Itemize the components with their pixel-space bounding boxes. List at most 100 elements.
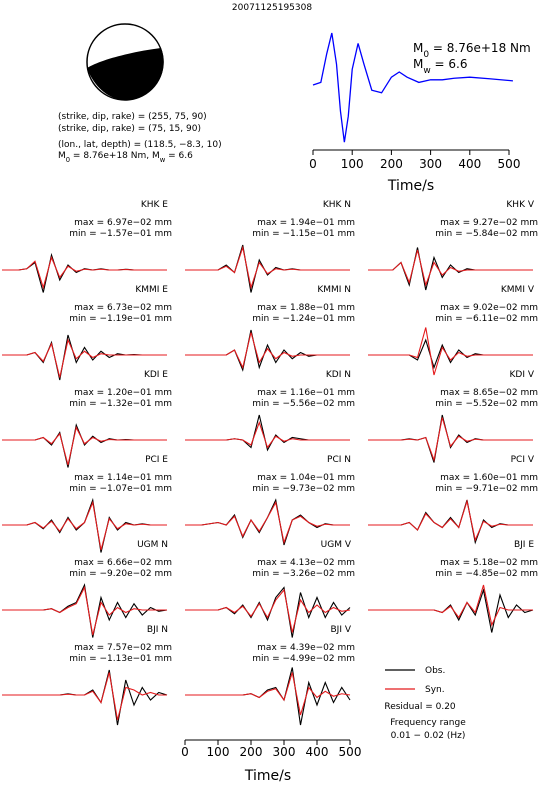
- station-name: KHK E: [141, 200, 168, 210]
- legend-label: Syn.: [425, 685, 445, 695]
- waveform: [2, 423, 167, 468]
- min-label: min = −5.84e−02 mm: [435, 229, 538, 239]
- x-axis-label: Time/s: [387, 178, 434, 194]
- waveform: [2, 585, 167, 636]
- station-name: PCI E: [145, 455, 168, 465]
- waveform: [2, 425, 167, 466]
- mechanism-text: (strike, dip, rake) = (75, 15, 90): [58, 124, 201, 134]
- max-label: max = 8.65e−02 mm: [440, 388, 538, 398]
- min-label: min = −1.32e−01 mm: [69, 399, 172, 409]
- waveform: [368, 327, 533, 376]
- annotation-part: M: [413, 41, 423, 55]
- max-label: max = 1.60e−01 mm: [440, 473, 538, 483]
- min-label: min = −4.85e−02 mm: [435, 569, 538, 579]
- station-name: KMMI N: [317, 285, 351, 295]
- waveform: [2, 672, 167, 721]
- stf-line: [312, 32, 513, 143]
- station-name: KDI N: [326, 370, 351, 380]
- x-tick-label: 0: [309, 157, 317, 171]
- x-tick-label: 500: [498, 157, 521, 171]
- waveform: [185, 245, 350, 290]
- note: Residual = 0.20: [384, 702, 456, 712]
- annotation: M0 = 8.76e+18 Nm: [413, 41, 531, 60]
- waveform: [185, 420, 350, 449]
- waveform: [185, 672, 351, 716]
- x-tick-label: 100: [341, 157, 364, 171]
- max-label: max = 9.02e−02 mm: [440, 303, 538, 313]
- station-name: UGM V: [321, 540, 352, 550]
- waveform: [368, 247, 533, 291]
- annotation-part: w: [160, 156, 166, 164]
- max-label: max = 9.27e−02 mm: [440, 218, 538, 228]
- min-label: min = −9.71e−02 mm: [435, 484, 538, 494]
- annotation-part: 0: [66, 156, 70, 164]
- annotation-part: = 6.6: [431, 57, 468, 71]
- note: Frequency range: [390, 718, 466, 728]
- x-tick-label: 200: [380, 157, 403, 171]
- x-tick-label: 0: [181, 745, 189, 759]
- waveform: [185, 588, 351, 633]
- x-tick-label: 500: [339, 745, 362, 759]
- x-tick-label: 300: [419, 157, 442, 171]
- waveform: [185, 500, 350, 545]
- station-name: BJI E: [514, 540, 534, 550]
- max-label: max = 4.13e−02 mm: [257, 558, 355, 568]
- annotation-part: = 6.6: [165, 151, 193, 161]
- annotation: Mw = 6.6: [413, 57, 468, 76]
- min-label: min = −3.26e−02 mm: [252, 569, 355, 579]
- waveform: [2, 334, 167, 381]
- max-label: max = 1.16e−01 mm: [257, 388, 355, 398]
- station-name: BJI N: [147, 625, 168, 635]
- annotation-part: 0: [423, 50, 429, 60]
- annotation-part: = 8.76e+18 Nm: [429, 41, 531, 55]
- min-label: min = −1.15e−01 mm: [252, 229, 355, 239]
- station-name: KHK N: [323, 200, 351, 210]
- max-label: max = 1.20e−01 mm: [74, 388, 172, 398]
- waveform: [2, 255, 167, 290]
- min-label: min = −1.24e−01 mm: [252, 314, 355, 324]
- waveform: [368, 499, 533, 542]
- station-name: KMMI E: [135, 285, 168, 295]
- waveform: [368, 414, 533, 463]
- min-label: min = −4.99e−02 mm: [252, 654, 355, 664]
- waveform: [368, 417, 533, 463]
- station-name: KMMI V: [501, 285, 535, 295]
- min-label: min = −5.52e−02 mm: [435, 399, 538, 409]
- waveform: [368, 249, 533, 287]
- beachball: [86, 23, 164, 101]
- waveform: [185, 498, 350, 546]
- max-label: max = 6.66e−02 mm: [74, 558, 172, 568]
- min-label: min = −1.57e−01 mm: [69, 229, 172, 239]
- min-label: min = −1.07e−01 mm: [69, 484, 172, 494]
- waveform: [185, 332, 350, 370]
- min-label: min = −5.56e−02 mm: [252, 399, 355, 409]
- station-name: PCI V: [511, 455, 535, 465]
- mechanism-text: (strike, dip, rake) = (255, 75, 90): [58, 112, 207, 122]
- min-label: min = −1.13e−01 mm: [69, 654, 172, 664]
- max-label: max = 6.73e−02 mm: [74, 303, 172, 313]
- x-tick-label: 100: [207, 745, 230, 759]
- annotation-part: w: [423, 66, 430, 76]
- annotation: M0 = 8.76e+18 Nm, Mw = 6.6: [58, 151, 193, 164]
- max-label: max = 1.14e−01 mm: [74, 473, 172, 483]
- waveform: [368, 587, 534, 633]
- note: 0.01 − 0.02 (Hz): [391, 731, 466, 741]
- waveform: [2, 583, 168, 638]
- station-name: PCI N: [327, 455, 351, 465]
- min-label: min = −1.19e−01 mm: [69, 314, 172, 324]
- annotation-part: M: [413, 57, 423, 71]
- station-name: BJI V: [330, 625, 351, 635]
- mechanism-text: (lon., lat, depth) = (118.5, −8.3, 10): [58, 140, 222, 150]
- annotation-part: M: [58, 151, 66, 161]
- min-label: min = −9.20e−02 mm: [69, 569, 172, 579]
- waveform: [2, 500, 167, 551]
- max-label: max = 6.97e−02 mm: [74, 218, 172, 228]
- waveform: [185, 414, 350, 452]
- max-label: max = 1.04e−01 mm: [257, 473, 355, 483]
- waveform: [2, 338, 167, 378]
- annotation-part: = 8.76e+18 Nm, M: [70, 151, 160, 161]
- station-name: KHK V: [506, 200, 534, 210]
- waveform: [368, 338, 533, 370]
- max-label: max = 5.18e−02 mm: [440, 558, 538, 568]
